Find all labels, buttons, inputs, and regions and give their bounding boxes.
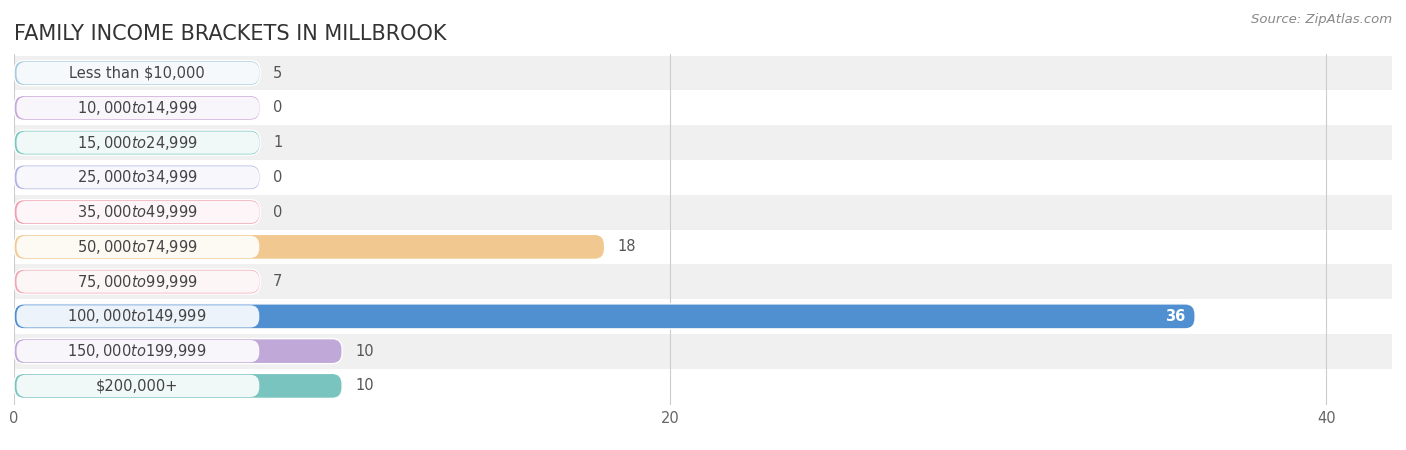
Text: $15,000 to $24,999: $15,000 to $24,999 [77, 134, 197, 152]
Text: $150,000 to $199,999: $150,000 to $199,999 [67, 342, 207, 360]
Text: Less than $10,000: Less than $10,000 [69, 66, 205, 81]
FancyBboxPatch shape [17, 375, 259, 397]
FancyBboxPatch shape [17, 166, 259, 189]
FancyBboxPatch shape [17, 236, 259, 258]
FancyBboxPatch shape [14, 264, 1392, 299]
FancyBboxPatch shape [14, 95, 260, 121]
FancyBboxPatch shape [14, 334, 1392, 369]
FancyBboxPatch shape [17, 62, 259, 84]
FancyBboxPatch shape [17, 270, 259, 293]
FancyBboxPatch shape [14, 374, 342, 398]
FancyBboxPatch shape [14, 269, 260, 294]
FancyBboxPatch shape [14, 230, 1392, 264]
Text: 7: 7 [273, 274, 283, 289]
Text: $10,000 to $14,999: $10,000 to $14,999 [77, 99, 197, 117]
FancyBboxPatch shape [14, 304, 1195, 329]
FancyBboxPatch shape [14, 200, 260, 225]
Text: $50,000 to $74,999: $50,000 to $74,999 [77, 238, 197, 256]
FancyBboxPatch shape [14, 338, 342, 364]
FancyBboxPatch shape [14, 369, 1392, 403]
FancyBboxPatch shape [17, 97, 259, 119]
FancyBboxPatch shape [14, 299, 1392, 334]
Text: Source: ZipAtlas.com: Source: ZipAtlas.com [1251, 14, 1392, 27]
FancyBboxPatch shape [14, 90, 1392, 125]
FancyBboxPatch shape [17, 201, 259, 223]
Text: 5: 5 [273, 66, 283, 81]
Text: 0: 0 [273, 170, 283, 185]
FancyBboxPatch shape [14, 130, 260, 155]
Text: 10: 10 [356, 344, 374, 359]
Text: $25,000 to $34,999: $25,000 to $34,999 [77, 168, 197, 186]
FancyBboxPatch shape [14, 234, 605, 259]
Text: $100,000 to $149,999: $100,000 to $149,999 [67, 307, 207, 325]
FancyBboxPatch shape [14, 61, 260, 86]
Text: 10: 10 [356, 378, 374, 393]
Text: 0: 0 [273, 100, 283, 115]
FancyBboxPatch shape [14, 125, 1392, 160]
Text: $75,000 to $99,999: $75,000 to $99,999 [77, 273, 197, 291]
Text: FAMILY INCOME BRACKETS IN MILLBROOK: FAMILY INCOME BRACKETS IN MILLBROOK [14, 24, 447, 44]
FancyBboxPatch shape [14, 56, 1392, 90]
FancyBboxPatch shape [14, 195, 1392, 230]
FancyBboxPatch shape [17, 340, 259, 362]
Text: 0: 0 [273, 205, 283, 220]
Text: 36: 36 [1166, 309, 1185, 324]
Text: $200,000+: $200,000+ [96, 378, 179, 393]
Text: $35,000 to $49,999: $35,000 to $49,999 [77, 203, 197, 221]
Text: 18: 18 [617, 239, 636, 254]
FancyBboxPatch shape [17, 131, 259, 154]
FancyBboxPatch shape [17, 305, 259, 328]
FancyBboxPatch shape [14, 160, 1392, 195]
FancyBboxPatch shape [14, 165, 260, 190]
Text: 1: 1 [273, 135, 283, 150]
